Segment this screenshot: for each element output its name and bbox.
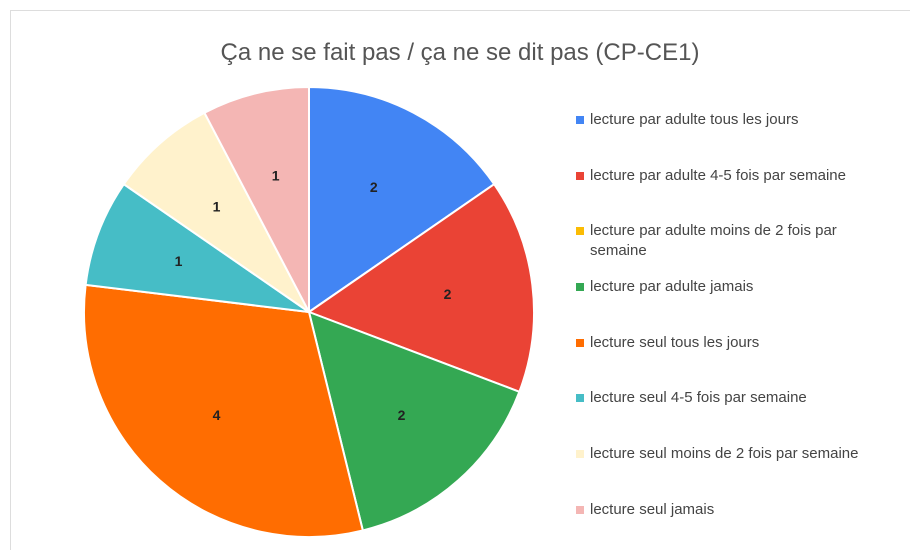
legend-item: lecture seul jamais	[576, 500, 896, 556]
pie-slice	[83, 283, 365, 538]
legend-swatch	[576, 450, 584, 459]
legend-label: lecture seul 4-5 fois par semaine	[590, 389, 807, 407]
legend-label: lecture seul moins de 2 fois par semaine	[590, 445, 859, 463]
legend-label: lecture par adulte 4-5 fois par semaine	[590, 166, 846, 184]
legend-swatch	[576, 227, 584, 236]
legend-swatch	[576, 505, 584, 514]
data-label: 1	[272, 167, 280, 183]
data-label: 2	[444, 286, 452, 302]
data-label: 2	[398, 407, 406, 423]
pie-slice	[306, 182, 535, 394]
legend-item: lecture par adulte moins de 2 fois par s…	[576, 221, 896, 277]
legend-swatch	[576, 116, 584, 124]
pie-slice	[308, 85, 496, 314]
legend-swatch	[576, 283, 584, 292]
pie-slice	[203, 85, 310, 313]
data-label: 2	[370, 179, 378, 195]
legend-item: lecture par adulte jamais	[576, 277, 896, 333]
chart-frame	[10, 10, 910, 550]
legend-item: lecture par adulte tous les jours	[576, 110, 896, 166]
legend-label: lecture seul jamais	[590, 500, 715, 518]
legend-label: lecture par adulte moins de 2 fois par s…	[590, 222, 837, 260]
legend-item: lecture seul tous les jours	[576, 333, 896, 389]
legend-swatch	[576, 394, 584, 403]
legend: lecture par adulte tous les jours lecture…	[576, 110, 896, 556]
legend-label: lecture par adulte tous les jours	[590, 111, 799, 128]
pie-slice	[307, 310, 521, 532]
pie-slice	[122, 111, 310, 313]
legend-label: lecture seul tous les jours	[590, 333, 760, 351]
legend-item: lecture par adulte 4-5 fois par semaine	[576, 166, 896, 222]
legend-item: lecture seul moins de 2 fois par semaine	[576, 444, 896, 500]
legend-swatch	[576, 338, 584, 347]
legend-item: lecture seul 4-5 fois par semaine	[576, 388, 896, 444]
chart-title: Ça ne se fait pas / ça ne se dit pas (CP…	[221, 39, 700, 66]
legend-swatch	[576, 171, 584, 180]
data-label: 4	[213, 407, 221, 423]
data-label: 1	[213, 198, 221, 214]
data-label: 1	[175, 253, 183, 269]
pie-slice	[84, 182, 310, 313]
legend-label: lecture par adulte jamais	[590, 278, 754, 296]
